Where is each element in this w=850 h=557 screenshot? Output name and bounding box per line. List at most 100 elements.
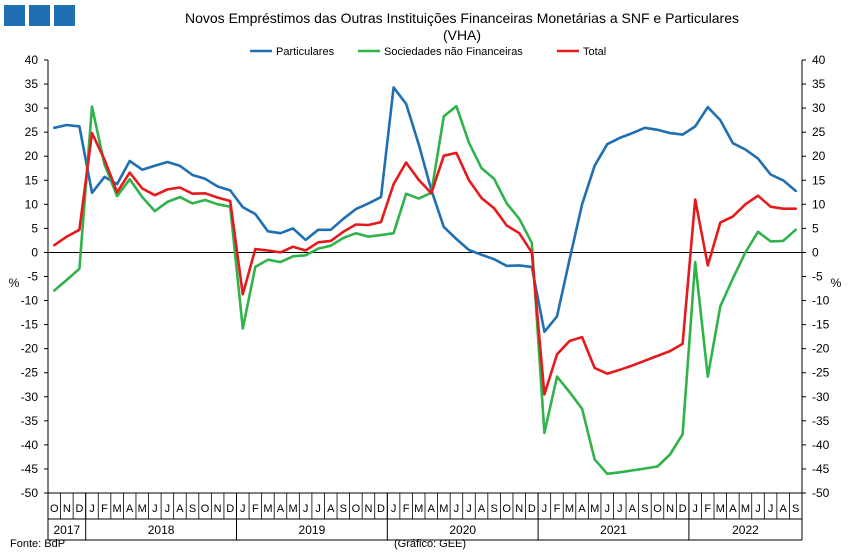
y-tick-label-left: -40 [21,438,39,452]
x-tick-label: J [240,503,246,515]
y-tick-label-left: 25 [25,125,39,139]
x-tick-label: S [490,503,497,515]
x-tick-label: M [113,503,122,515]
y-tick-label-left: -20 [21,342,39,356]
y-tick-label-left: 20 [25,149,39,163]
x-tick-label: M [439,503,448,515]
x-tick-label: S [340,503,347,515]
x-tick-label: O [502,503,511,515]
series-line-total [52,131,798,396]
x-tick-label: A [779,503,787,515]
x-tick-label: M [716,503,725,515]
x-tick-label: A [428,503,436,515]
chart-subtitle: (VHA) [443,27,481,43]
y-tick-label-left: -15 [21,318,39,332]
x-tick-label: A [629,503,637,515]
x-tick-label: S [189,503,196,515]
x-tick-label: J [692,503,698,515]
x-tick-label: J [542,503,548,515]
y-tick-label-right: -10 [812,294,830,308]
legend: Particulares Sociedades não Financeiras To… [250,46,606,58]
x-tick-label: A [277,503,285,515]
x-tick-label: J [89,503,95,515]
y-tick-label-right: -35 [812,414,830,428]
x-tick-label: F [252,503,259,515]
x-tick-label: O [50,503,59,515]
x-tick-label: D [75,503,83,515]
y-tick-label-right: -25 [812,366,830,380]
y-tick-label-left: 40 [25,53,39,67]
x-tick-label: A [478,503,486,515]
x-tick-label: J [454,503,460,515]
legend-label-total: Total [583,46,606,58]
year-label: 2021 [600,523,627,537]
x-tick-label: F [554,503,561,515]
x-tick-label: O [653,503,662,515]
x-tick-label: J [466,503,472,515]
series-group [52,86,798,476]
x-tick-label: M [741,503,750,515]
x-tick-label: S [641,503,648,515]
y-tick-label-right: -15 [812,318,830,332]
x-tick-label: A [327,503,335,515]
y-tick-label-left: -30 [21,390,39,404]
legend-label-sociedades-nao-financeiras: Sociedades não Financeiras [384,46,523,58]
header-square [29,5,50,26]
x-tick-label: M [565,503,574,515]
x-tick-label: J [768,503,774,515]
y-axis-right-label: % [831,276,842,290]
y-tick-label-left: -50 [21,486,39,500]
x-tick-label: J [315,503,321,515]
x-tick-label: O [352,503,361,515]
series-line-sociedades-nao-financeiras [52,104,798,476]
x-tick-label: A [126,503,134,515]
y-tick-label-left: 35 [25,77,39,91]
header-decoration [4,5,75,26]
x-tick-label: M [263,503,272,515]
y-tick-label-left: -35 [21,414,39,428]
x-tick-label: J [604,503,610,515]
x-tick-label: M [590,503,599,515]
y-tick-label-right: 5 [812,221,819,235]
x-tick-label: N [364,503,372,515]
x-tick-label: F [704,503,711,515]
y-tick-label-left: 10 [25,197,39,211]
x-tick-label: N [214,503,222,515]
x-tick-label: N [515,503,523,515]
y-tick-label-right: 10 [812,197,826,211]
y-axis-left-label: % [9,276,20,290]
y-tick-label-left: 5 [31,221,38,235]
header-square [54,5,75,26]
y-tick-label-left: 30 [25,101,39,115]
x-tick-label: M [288,503,297,515]
x-tick-label: F [101,503,108,515]
y-tick-label-right: -30 [812,390,830,404]
x-tick-label: D [226,503,234,515]
year-label: 2022 [732,523,759,537]
x-tick-label: J [303,503,309,515]
y-tick-label-right: 35 [812,77,826,91]
x-tick-label: J [755,503,761,515]
y-tick-label-right: 15 [812,173,826,187]
x-tick-label: F [403,503,410,515]
x-tick-label: J [165,503,171,515]
x-tick-label: J [617,503,623,515]
x-tick-label: D [528,503,536,515]
y-tick-label-left: 15 [25,173,39,187]
y-axis-right: 40 35 30 25 20 15 10 5 0 -5 -10 -15 -20 -25 -30 -35 -40 -… [802,53,830,500]
y-tick-label-right: 40 [812,53,826,67]
source-note: Fonte: BdP [10,538,65,550]
y-tick-label-left: -10 [21,294,39,308]
y-tick-label-right: -5 [812,270,823,284]
x-tick-label: A [578,503,586,515]
y-tick-label-left: -25 [21,366,39,380]
x-tick-label: N [666,503,674,515]
y-tick-label-right: -50 [812,486,830,500]
credit-note: (Gráfico: GEE) [394,538,466,550]
y-tick-label-left: 0 [31,245,38,259]
x-tick-label: J [152,503,158,515]
x-tick-label: N [63,503,71,515]
y-tick-label-left: -45 [21,462,39,476]
x-tick-label: D [377,503,385,515]
x-tick-label: A [729,503,737,515]
